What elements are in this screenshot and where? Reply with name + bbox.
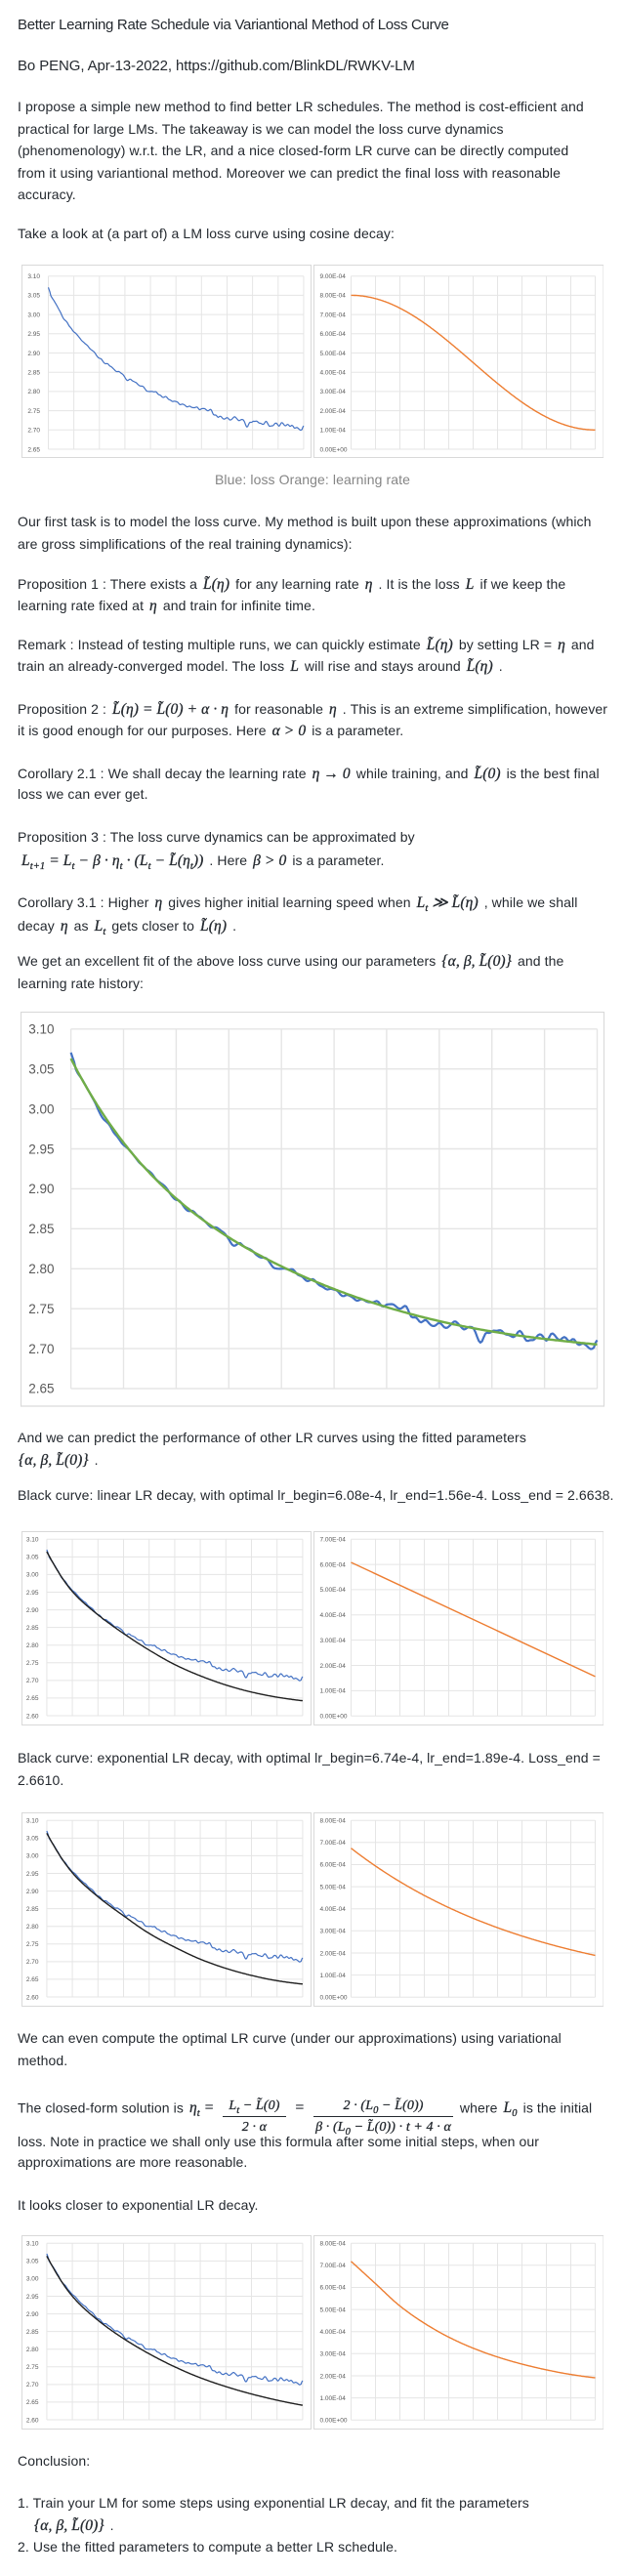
svg-text:3.10: 3.10 — [25, 1537, 38, 1544]
svg-text:3.05: 3.05 — [25, 1555, 38, 1561]
svg-text:2.80: 2.80 — [25, 1642, 38, 1649]
svg-text:2.00E-04: 2.00E-04 — [319, 407, 346, 414]
svg-text:8.00E-04: 8.00E-04 — [319, 1818, 346, 1825]
svg-text:2.00E-04: 2.00E-04 — [319, 1663, 346, 1670]
svg-text:8.00E-04: 8.00E-04 — [319, 2241, 346, 2248]
svg-text:6.00E-04: 6.00E-04 — [319, 331, 346, 338]
svg-text:7.00E-04: 7.00E-04 — [319, 312, 346, 318]
svg-text:3.05: 3.05 — [27, 292, 40, 299]
svg-text:2.75: 2.75 — [25, 1660, 38, 1667]
svg-text:1.00E-04: 1.00E-04 — [319, 1973, 346, 1979]
svg-text:3.05: 3.05 — [28, 1061, 54, 1076]
svg-text:1.00E-04: 1.00E-04 — [319, 427, 346, 434]
svg-text:2.70: 2.70 — [28, 1342, 54, 1356]
svg-text:3.00E-04: 3.00E-04 — [319, 1929, 346, 1935]
svg-text:2.75: 2.75 — [25, 1941, 38, 1948]
svg-text:2.90: 2.90 — [28, 1182, 54, 1196]
svg-text:2.90: 2.90 — [25, 2311, 38, 2318]
svg-text:2.65: 2.65 — [27, 446, 40, 453]
svg-text:6.00E-04: 6.00E-04 — [319, 2285, 346, 2292]
svg-text:2.70: 2.70 — [27, 427, 40, 434]
svg-text:2.85: 2.85 — [25, 1625, 38, 1632]
svg-text:2.85: 2.85 — [27, 369, 40, 376]
svg-text:2.65: 2.65 — [25, 2399, 38, 2406]
svg-text:2.65: 2.65 — [28, 1382, 54, 1396]
svg-text:2.70: 2.70 — [25, 1959, 38, 1966]
svg-text:4.00E-04: 4.00E-04 — [319, 1906, 346, 1913]
svg-text:3.10: 3.10 — [25, 2241, 38, 2248]
svg-text:2.95: 2.95 — [25, 1871, 38, 1878]
svg-text:3.10: 3.10 — [25, 1818, 38, 1825]
svg-text:2.65: 2.65 — [25, 1695, 38, 1702]
svg-text:2.75: 2.75 — [27, 407, 40, 414]
svg-text:3.05: 3.05 — [25, 2259, 38, 2265]
svg-text:5.00E-04: 5.00E-04 — [319, 350, 346, 356]
svg-text:3.05: 3.05 — [25, 1836, 38, 1843]
svg-text:3.00: 3.00 — [25, 1853, 38, 1860]
svg-text:6.00E-04: 6.00E-04 — [319, 1862, 346, 1869]
svg-text:2.60: 2.60 — [25, 1713, 38, 1720]
svg-text:2.75: 2.75 — [28, 1302, 54, 1316]
svg-text:2.00E-04: 2.00E-04 — [319, 1950, 346, 1957]
svg-text:3.00: 3.00 — [25, 2276, 38, 2283]
svg-text:3.00E-04: 3.00E-04 — [319, 1638, 346, 1644]
svg-text:5.00E-04: 5.00E-04 — [319, 1884, 346, 1890]
svg-text:2.95: 2.95 — [28, 1142, 54, 1156]
svg-text:7.00E-04: 7.00E-04 — [319, 1840, 346, 1847]
svg-text:0.00E+00: 0.00E+00 — [319, 446, 347, 453]
svg-text:2.70: 2.70 — [25, 1678, 38, 1684]
svg-text:2.60: 2.60 — [25, 1994, 38, 2001]
svg-text:0.00E+00: 0.00E+00 — [319, 1995, 347, 2002]
svg-text:2.80: 2.80 — [25, 1924, 38, 1931]
svg-text:3.00: 3.00 — [27, 312, 40, 318]
svg-text:0.00E+00: 0.00E+00 — [319, 1714, 347, 1721]
svg-text:9.00E-04: 9.00E-04 — [319, 273, 346, 280]
svg-text:4.00E-04: 4.00E-04 — [319, 1612, 346, 1619]
svg-text:2.90: 2.90 — [27, 350, 40, 356]
svg-text:0.00E+00: 0.00E+00 — [319, 2418, 347, 2425]
svg-text:3.00: 3.00 — [28, 1101, 54, 1116]
svg-text:3.10: 3.10 — [28, 1022, 54, 1037]
svg-text:3.00: 3.00 — [25, 1572, 38, 1579]
svg-text:5.00E-04: 5.00E-04 — [319, 1587, 346, 1594]
svg-text:3.00E-04: 3.00E-04 — [319, 2351, 346, 2358]
svg-text:3.00E-04: 3.00E-04 — [319, 389, 346, 395]
svg-text:2.80: 2.80 — [27, 389, 40, 395]
svg-text:2.85: 2.85 — [28, 1222, 54, 1236]
svg-text:2.70: 2.70 — [25, 2382, 38, 2389]
svg-text:2.95: 2.95 — [27, 331, 40, 338]
svg-text:2.80: 2.80 — [28, 1262, 54, 1276]
svg-text:8.00E-04: 8.00E-04 — [319, 292, 346, 299]
svg-text:2.95: 2.95 — [25, 2294, 38, 2301]
svg-text:2.60: 2.60 — [25, 2417, 38, 2424]
svg-text:2.85: 2.85 — [25, 1906, 38, 1913]
svg-text:4.00E-04: 4.00E-04 — [319, 369, 346, 376]
svg-text:3.10: 3.10 — [27, 273, 40, 280]
svg-text:7.00E-04: 7.00E-04 — [319, 1537, 346, 1544]
svg-text:7.00E-04: 7.00E-04 — [319, 2263, 346, 2269]
svg-text:5.00E-04: 5.00E-04 — [319, 2306, 346, 2313]
svg-text:4.00E-04: 4.00E-04 — [319, 2329, 346, 2336]
svg-text:1.00E-04: 1.00E-04 — [319, 1688, 346, 1695]
svg-text:2.95: 2.95 — [25, 1590, 38, 1597]
svg-text:6.00E-04: 6.00E-04 — [319, 1561, 346, 1568]
svg-text:2.90: 2.90 — [25, 1607, 38, 1614]
svg-text:2.90: 2.90 — [25, 1889, 38, 1895]
svg-text:1.00E-04: 1.00E-04 — [319, 2395, 346, 2402]
svg-text:2.75: 2.75 — [25, 2364, 38, 2371]
svg-text:2.85: 2.85 — [25, 2329, 38, 2336]
svg-text:2.80: 2.80 — [25, 2347, 38, 2353]
svg-text:2.65: 2.65 — [25, 1976, 38, 1983]
svg-text:2.00E-04: 2.00E-04 — [319, 2373, 346, 2380]
